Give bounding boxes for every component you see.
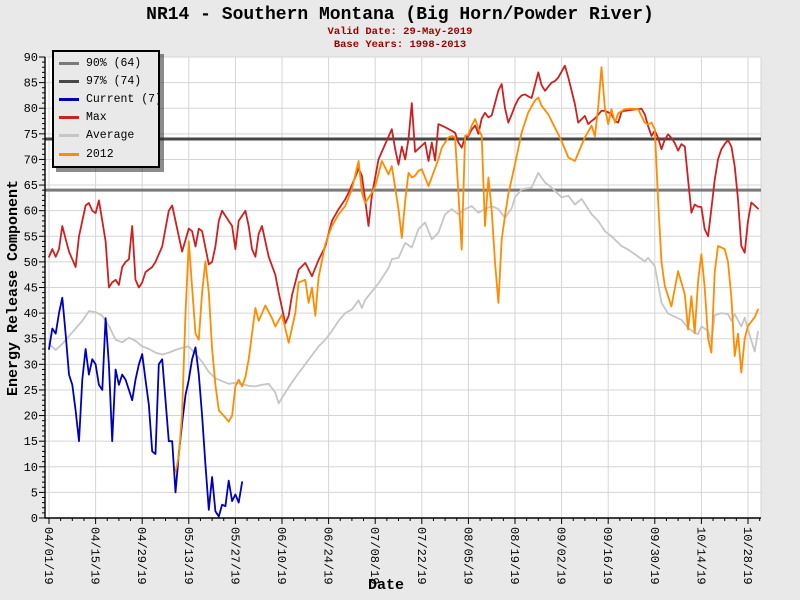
x-tick-label: 04/29/19 <box>134 527 148 585</box>
tick-marks <box>39 56 761 524</box>
y-tick-label: 5 <box>31 486 38 500</box>
y-tick-label: 15 <box>24 435 38 449</box>
legend-item-average: Average <box>54 127 158 145</box>
legend-swatch-average <box>59 134 79 138</box>
base-years-subtitle: Base Years: 1998-2013 <box>333 39 467 51</box>
y-tick-label: 65 <box>24 179 38 193</box>
legend-item-current: Current (7) <box>54 90 162 108</box>
legend-item-max: Max <box>54 109 158 127</box>
x-tick-label: 09/30/19 <box>647 527 661 585</box>
valid-date-subtitle: Valid Date: 29-May-2019 <box>327 26 473 38</box>
y-tick-label: 90 <box>24 51 38 65</box>
x-tick-label: 05/27/19 <box>227 527 241 585</box>
x-tick-label: 07/08/19 <box>367 527 381 585</box>
x-axis-title: Date <box>367 577 404 594</box>
x-tick-label: 08/05/19 <box>460 527 474 585</box>
x-tick-label: 10/28/19 <box>740 527 754 585</box>
y-tick-label: 30 <box>24 358 38 372</box>
legend-swatch-max <box>59 116 79 120</box>
legend-item-p90: 90% (64) <box>54 54 158 72</box>
x-tick-label: 06/24/19 <box>321 527 335 585</box>
y-tick-label: 20 <box>24 410 38 424</box>
x-tick-label: 07/22/19 <box>414 527 428 585</box>
y-tick-label: 70 <box>24 153 38 167</box>
y-tick-label: 80 <box>24 102 38 116</box>
y-tick-label: 55 <box>24 230 38 244</box>
gridlines <box>45 56 762 518</box>
x-tick-label: 06/10/19 <box>274 527 288 585</box>
legend-item-p97: 97% (74) <box>54 72 158 90</box>
series-line-average <box>48 171 759 405</box>
chart-title: NR14 - Southern Montana (Big Horn/Powder… <box>146 5 654 25</box>
series-line-y2012 <box>174 66 759 473</box>
tick-labels: 0 5 10 15 20 25 30 35 40 45 50 55 60 65 70 75 80 85 90 04/0… <box>24 51 754 585</box>
legend-item-y2012: 2012 <box>54 145 158 163</box>
y-tick-label: 45 <box>24 282 38 296</box>
y-tick-label: 60 <box>24 205 38 219</box>
legend-swatch-p90 <box>59 61 79 65</box>
legend-swatch-y2012 <box>59 152 79 156</box>
legend-label-p90: 90% (64) <box>86 56 142 70</box>
legend-label-current: Current (7) <box>86 92 162 106</box>
legend-swatch-current <box>59 97 79 101</box>
y-tick-label: 50 <box>24 256 38 270</box>
x-tick-label: 09/16/19 <box>600 527 614 585</box>
y-tick-label: 85 <box>24 77 38 91</box>
x-tick-label: 10/14/19 <box>693 527 707 585</box>
legend-label-p97: 97% (74) <box>86 74 142 88</box>
x-tick-label: 05/13/19 <box>181 527 195 585</box>
y-tick-label: 25 <box>24 384 38 398</box>
legend-swatch-p97 <box>59 79 79 83</box>
legend-label-y2012: 2012 <box>86 147 114 161</box>
y-tick-label: 0 <box>31 512 38 526</box>
legend-label-max: Max <box>86 111 107 125</box>
y-tick-label: 35 <box>24 333 38 347</box>
y-axis-title: Energy Release Component <box>5 179 22 397</box>
series-line-current <box>48 296 244 518</box>
x-tick-label: 08/19/19 <box>507 527 521 585</box>
x-tick-label: 04/15/19 <box>88 527 102 585</box>
series-line-max <box>48 64 759 325</box>
y-tick-label: 10 <box>24 461 38 475</box>
x-tick-label: 09/02/19 <box>554 527 568 585</box>
y-tick-label: 75 <box>24 128 38 142</box>
x-tick-label: 04/01/19 <box>41 527 55 585</box>
legend: 90% (64) 97% (74) Current (7) Max Average 201… <box>52 50 162 169</box>
y-tick-label: 40 <box>24 307 38 321</box>
legend-label-average: Average <box>86 129 135 143</box>
